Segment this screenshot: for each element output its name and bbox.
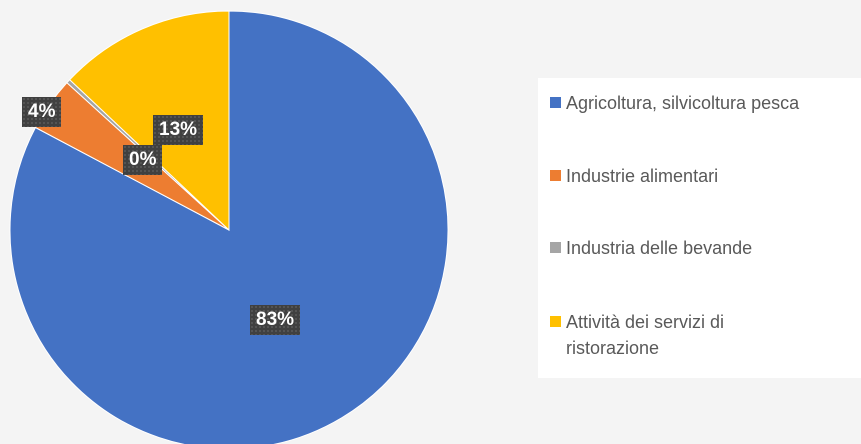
legend-label-industria-bevande: Industria delle bevande — [566, 238, 753, 258]
legend-label-ristorazione: Attività dei servizi di ristorazione — [566, 312, 725, 358]
data-label-agricoltura: 83% — [250, 305, 301, 335]
legend: Agricoltura, silvicoltura pesca Industri… — [538, 78, 861, 378]
slice-ristorazione — [69, 10, 230, 232]
legend-swatch-agricoltura — [550, 97, 561, 108]
legend-item-agricoltura: Agricoltura, silvicoltura pesca — [550, 90, 861, 116]
data-label-industrie-alimentari: 4% — [22, 97, 62, 127]
pie-chart — [9, 10, 449, 444]
legend-label-industrie-alimentari: Industrie alimentari — [566, 166, 719, 186]
legend-label-agricoltura: Agricoltura, silvicoltura pesca — [566, 93, 800, 113]
legend-swatch-industrie-alimentari — [550, 170, 561, 181]
data-label-ristorazione: 13% — [153, 115, 204, 145]
legend-swatch-ristorazione — [550, 316, 561, 327]
data-label-industria-bevande: 0% — [123, 145, 163, 175]
legend-swatch-industria-bevande — [550, 242, 561, 253]
legend-item-ristorazione: Attività dei servizi di ristorazione — [550, 309, 796, 361]
legend-item-industrie-alimentari: Industrie alimentari — [550, 163, 861, 189]
legend-item-industria-bevande: Industria delle bevande — [550, 235, 861, 261]
